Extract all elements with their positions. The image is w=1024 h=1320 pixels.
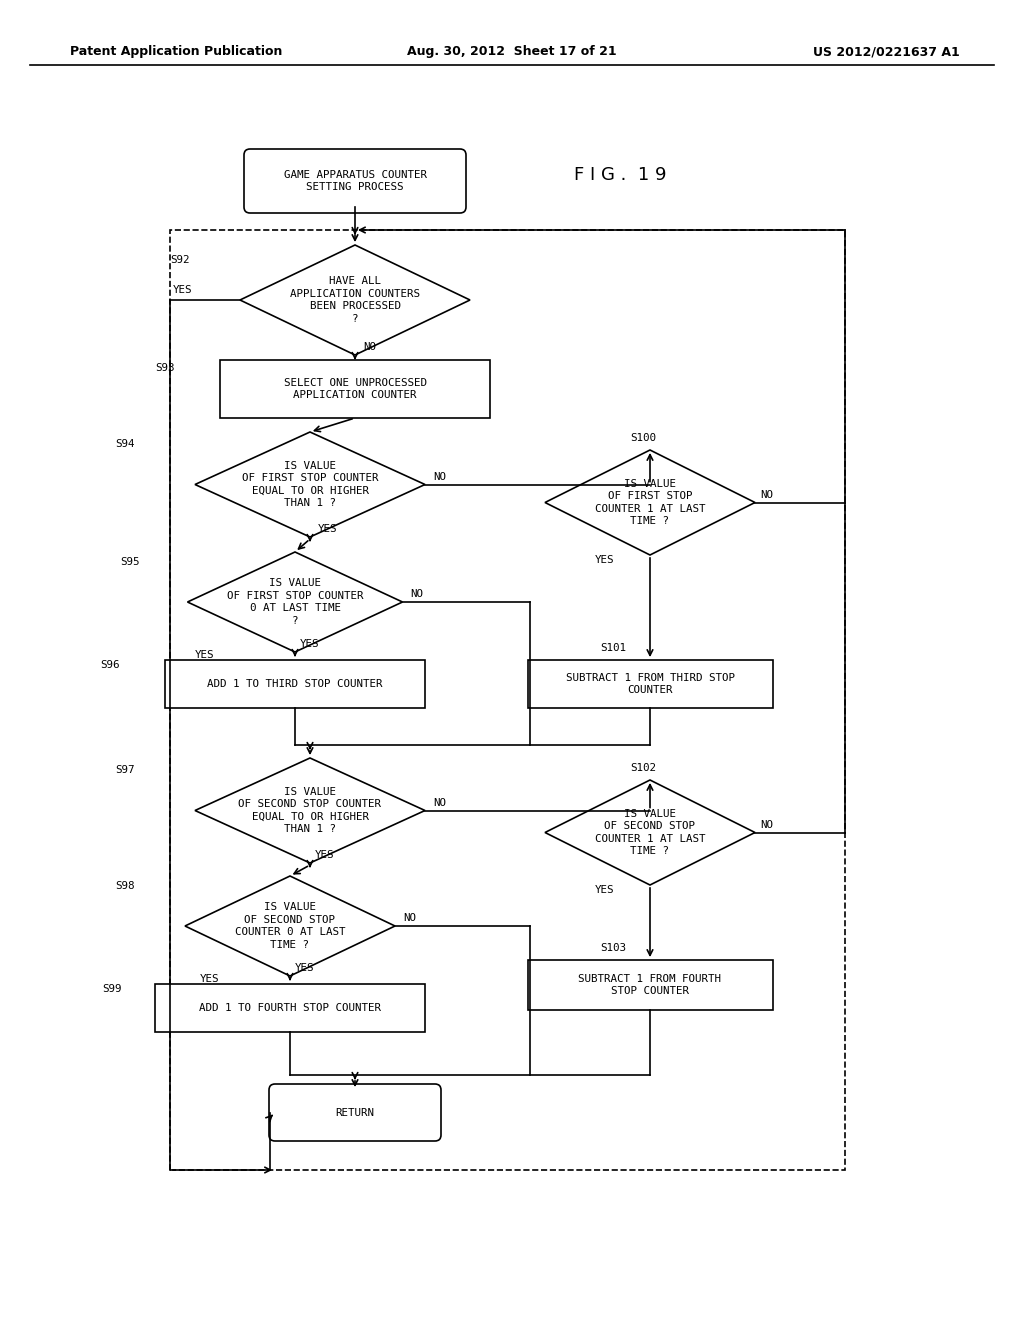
Text: YES: YES [318, 524, 338, 535]
Text: IS VALUE
OF SECOND STOP
COUNTER 0 AT LAST
TIME ?: IS VALUE OF SECOND STOP COUNTER 0 AT LAS… [234, 903, 345, 949]
Polygon shape [195, 432, 425, 537]
Text: IS VALUE
OF FIRST STOP COUNTER
0 AT LAST TIME
?: IS VALUE OF FIRST STOP COUNTER 0 AT LAST… [226, 578, 364, 626]
Text: F I G .  1 9: F I G . 1 9 [573, 166, 667, 183]
Text: YES: YES [195, 649, 214, 660]
Text: HAVE ALL
APPLICATION COUNTERS
BEEN PROCESSED
?: HAVE ALL APPLICATION COUNTERS BEEN PROCE… [290, 276, 420, 323]
Text: IS VALUE
OF FIRST STOP COUNTER
EQUAL TO OR HIGHER
THAN 1 ?: IS VALUE OF FIRST STOP COUNTER EQUAL TO … [242, 461, 378, 508]
Polygon shape [545, 780, 755, 884]
Text: NO: NO [362, 342, 376, 352]
Text: NO: NO [411, 589, 424, 599]
Text: YES: YES [200, 974, 219, 983]
Text: NO: NO [403, 913, 416, 923]
Text: NO: NO [760, 490, 773, 499]
Text: S93: S93 [155, 363, 174, 374]
Text: S100: S100 [630, 433, 656, 444]
Text: NO: NO [433, 797, 446, 808]
Polygon shape [195, 758, 425, 863]
Polygon shape [185, 876, 395, 975]
Text: SUBTRACT 1 FROM THIRD STOP
COUNTER: SUBTRACT 1 FROM THIRD STOP COUNTER [565, 673, 734, 696]
Text: YES: YES [315, 850, 335, 861]
Text: IS VALUE
OF SECOND STOP COUNTER
EQUAL TO OR HIGHER
THAN 1 ?: IS VALUE OF SECOND STOP COUNTER EQUAL TO… [239, 787, 382, 834]
Text: S96: S96 [100, 660, 120, 671]
Text: Aug. 30, 2012  Sheet 17 of 21: Aug. 30, 2012 Sheet 17 of 21 [408, 45, 616, 58]
Text: S98: S98 [115, 880, 134, 891]
Bar [220, 360, 490, 418]
Text: IS VALUE
OF SECOND STOP
COUNTER 1 AT LAST
TIME ?: IS VALUE OF SECOND STOP COUNTER 1 AT LAS… [595, 809, 706, 857]
FancyBboxPatch shape [269, 1084, 441, 1140]
Text: NO: NO [760, 820, 773, 829]
Bar [165, 660, 425, 708]
Text: YES: YES [595, 884, 614, 895]
Text: S102: S102 [630, 763, 656, 774]
Text: IS VALUE
OF FIRST STOP
COUNTER 1 AT LAST
TIME ?: IS VALUE OF FIRST STOP COUNTER 1 AT LAST… [595, 479, 706, 527]
Text: ADD 1 TO FOURTH STOP COUNTER: ADD 1 TO FOURTH STOP COUNTER [199, 1003, 381, 1012]
Text: SELECT ONE UNPROCESSED
APPLICATION COUNTER: SELECT ONE UNPROCESSED APPLICATION COUNT… [284, 378, 427, 400]
Text: SUBTRACT 1 FROM FOURTH
STOP COUNTER: SUBTRACT 1 FROM FOURTH STOP COUNTER [579, 974, 722, 997]
Polygon shape [240, 246, 470, 355]
Text: S95: S95 [120, 557, 139, 568]
Bar [527, 960, 772, 1010]
Text: NO: NO [433, 471, 446, 482]
Text: YES: YES [595, 554, 614, 565]
Text: S101: S101 [600, 643, 626, 653]
Text: S99: S99 [102, 983, 122, 994]
Bar [527, 660, 772, 708]
Bar [155, 983, 425, 1032]
Text: S94: S94 [115, 440, 134, 449]
Polygon shape [187, 552, 402, 652]
FancyBboxPatch shape [244, 149, 466, 213]
Text: RETURN: RETURN [336, 1107, 375, 1118]
Text: YES: YES [173, 285, 193, 294]
Text: YES: YES [300, 639, 319, 649]
Text: US 2012/0221637 A1: US 2012/0221637 A1 [813, 45, 961, 58]
Bar [170, 230, 845, 1170]
Text: S103: S103 [600, 942, 626, 953]
Text: Patent Application Publication: Patent Application Publication [70, 45, 283, 58]
Text: YES: YES [295, 964, 314, 973]
Text: ADD 1 TO THIRD STOP COUNTER: ADD 1 TO THIRD STOP COUNTER [207, 678, 383, 689]
Polygon shape [545, 450, 755, 554]
Text: S97: S97 [115, 766, 134, 775]
Text: GAME APPARATUS COUNTER
SETTING PROCESS: GAME APPARATUS COUNTER SETTING PROCESS [284, 170, 427, 193]
Text: S92: S92 [170, 255, 189, 265]
